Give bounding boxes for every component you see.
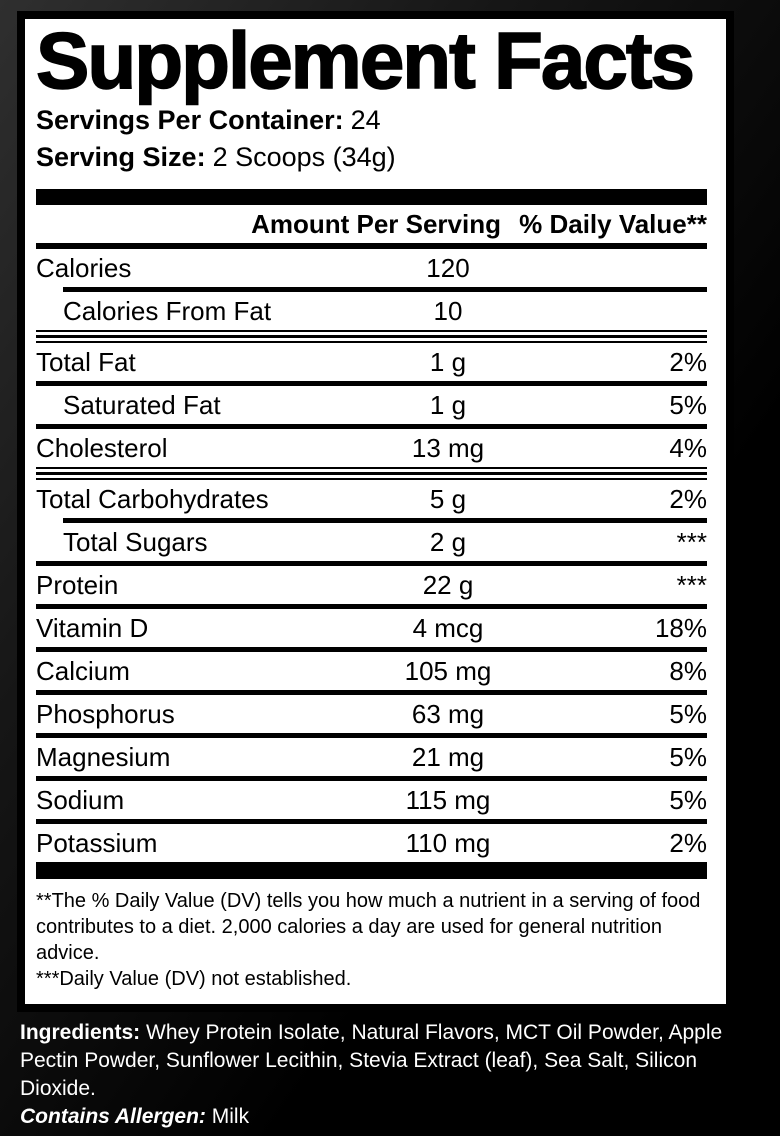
row-separator (36, 819, 707, 824)
nutrient-row: Total Fat 1 g 2% (36, 343, 707, 381)
nutrient-daily-value: 4% (669, 432, 707, 463)
serving-size: Serving Size: 2 Scoops (34g) (36, 139, 707, 176)
nutrient-amount: 110 mg (405, 827, 491, 858)
ingredients-line: Ingredients: Whey Protein Isolate, Natur… (20, 1019, 736, 1103)
nutrient-amount: 1 g (429, 346, 467, 377)
row-separator (36, 381, 707, 386)
nutrient-name: Total Sugars (63, 526, 208, 557)
nutrient-row: Magnesium 21 mg 5% (36, 738, 707, 776)
ingredients-label: Ingredients: (20, 1021, 141, 1044)
nutrient-name: Protein (36, 569, 119, 600)
nutrient-amount: 22 g (422, 569, 474, 600)
allergen-label: Contains Allergen: (20, 1105, 206, 1128)
row-separator (36, 604, 707, 609)
nutrient-amount: 5 g (429, 483, 467, 514)
nutrient-amount: 13 mg (411, 432, 485, 463)
nutrient-amount: 21 mg (411, 741, 485, 772)
row-separator (36, 330, 707, 343)
nutrient-name: Calcium (36, 655, 130, 686)
nutrient-daily-value: *** (676, 526, 707, 557)
nutrient-daily-value: 5% (669, 784, 707, 815)
nutrient-name: Potassium (36, 827, 158, 858)
label-title: Supplement Facts (35, 16, 696, 105)
nutrient-daily-value: 18% (654, 612, 707, 643)
ingredients-section: Ingredients: Whey Protein Isolate, Natur… (20, 1019, 736, 1131)
nutrient-row: Sodium 115 mg 5% (36, 781, 707, 819)
row-separator (36, 424, 707, 429)
servings-per-container: Servings Per Container: 24 (36, 102, 707, 139)
footnotes: **The % Daily Value (DV) tells you how m… (36, 879, 707, 992)
row-separator (36, 467, 707, 480)
nutrient-daily-value: 2% (669, 827, 707, 858)
nutrient-daily-value: *** (676, 569, 707, 600)
nutrient-row: Calories 120 (36, 249, 707, 287)
nutrient-name: Phosphorus (36, 698, 175, 729)
row-separator (36, 690, 707, 695)
nutrient-amount: 10 (433, 295, 463, 326)
nutrient-daily-value: 2% (669, 483, 707, 514)
header-amount-per-serving: Amount Per Serving (251, 208, 501, 239)
header-daily-value: % Daily Value** (519, 208, 707, 239)
allergen-line: Contains Allergen: Milk (20, 1103, 736, 1131)
nutrient-row: Saturated Fat 1 g 5% (36, 386, 707, 424)
nutrient-row: Total Carbohydrates 5 g 2% (36, 480, 707, 518)
nutrient-amount: 120 (426, 252, 470, 283)
allergen-value: Milk (205, 1105, 250, 1128)
row-separator (36, 776, 707, 781)
nutrient-amount: 1 g (429, 389, 467, 420)
nutrient-daily-value: 8% (669, 655, 707, 686)
row-separator (36, 561, 707, 566)
servings-per-container-value: 24 (350, 105, 381, 135)
nutrient-daily-value: 5% (669, 741, 707, 772)
nutrient-name: Calories (36, 252, 132, 283)
nutrient-name: Calories From Fat (63, 295, 272, 326)
facts-header-row: Amount Per Serving % Daily Value** (36, 205, 707, 249)
nutrient-amount: 105 mg (404, 655, 492, 686)
row-separator (36, 733, 707, 738)
nutrient-name: Saturated Fat (63, 389, 221, 420)
row-separator (63, 518, 707, 523)
servings-per-container-label: Servings Per Container: (36, 105, 344, 135)
divider-bar-top (36, 189, 707, 205)
nutrient-daily-value: 5% (669, 389, 707, 420)
nutrient-amount: 115 mg (405, 784, 491, 815)
nutrient-name: Total Fat (36, 346, 136, 377)
supplement-facts-panel: Supplement Facts Servings Per Container:… (17, 11, 734, 1012)
nutrient-name: Magnesium (36, 741, 171, 772)
nutrient-daily-value: 5% (669, 698, 707, 729)
nutrient-row: Cholesterol 13 mg 4% (36, 429, 707, 467)
nutrient-row: Calories From Fat 10 (36, 292, 707, 330)
nutrient-amount: 2 g (429, 526, 467, 557)
row-separator (63, 287, 707, 292)
footnote-not-established: ***Daily Value (DV) not established. (36, 968, 352, 990)
nutrient-row: Total Sugars 2 g *** (36, 523, 707, 561)
nutrient-name: Cholesterol (36, 432, 168, 463)
nutrient-row: Phosphorus 63 mg 5% (36, 695, 707, 733)
footnote-daily-value: **The % Daily Value (DV) tells you how m… (36, 890, 701, 964)
nutrient-amount: 63 mg (411, 698, 485, 729)
nutrient-row: Calcium 105 mg 8% (36, 652, 707, 690)
nutrient-name: Total Carbohydrates (36, 483, 269, 514)
nutrient-daily-value: 2% (669, 346, 707, 377)
ingredients-text: Whey Protein Isolate, Natural Flavors, M… (20, 1021, 723, 1100)
divider-bar-bottom (36, 862, 707, 879)
row-separator (36, 647, 707, 652)
nutrient-name: Vitamin D (36, 612, 149, 643)
serving-size-value: 2 Scoops (34g) (212, 142, 396, 172)
nutrient-row: Protein 22 g *** (36, 566, 707, 604)
nutrient-row: Vitamin D 4 mcg 18% (36, 609, 707, 647)
serving-size-label: Serving Size: (36, 142, 206, 172)
nutrient-name: Sodium (36, 784, 125, 815)
nutrient-amount: 4 mcg (412, 612, 484, 643)
facts-rows: Calories 120 Calories From Fat 10 Total … (36, 249, 707, 862)
nutrient-row: Potassium 110 mg 2% (36, 824, 707, 862)
